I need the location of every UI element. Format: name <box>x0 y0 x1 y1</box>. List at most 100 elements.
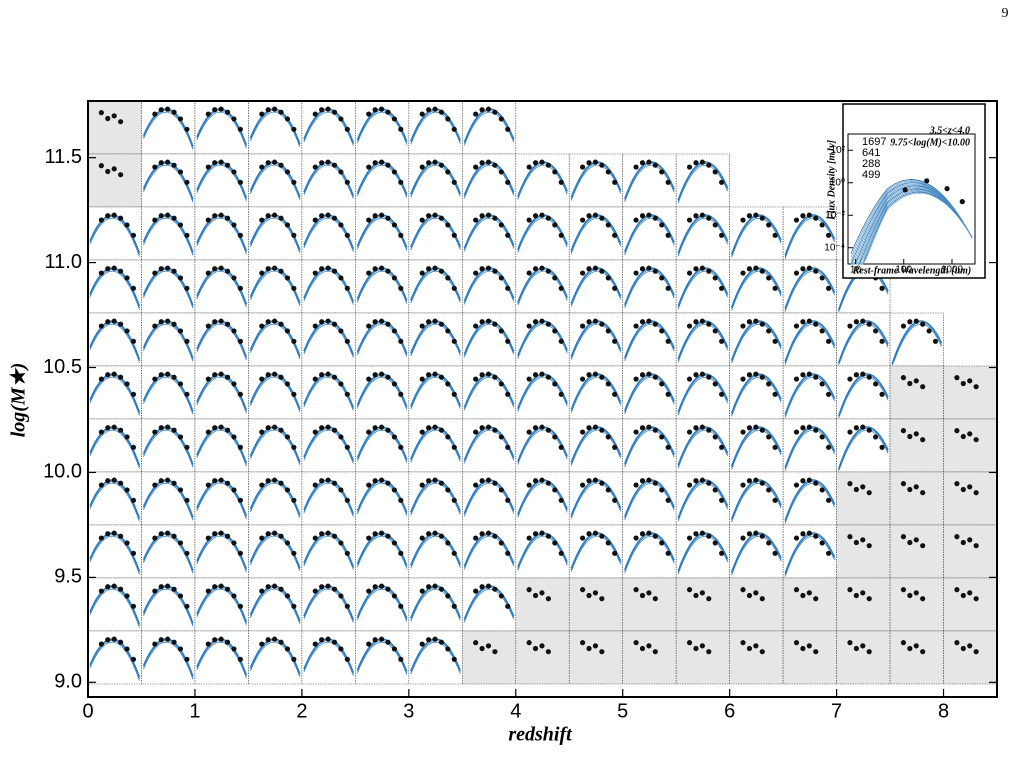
photometry-point <box>152 270 158 276</box>
photometry-point <box>130 550 137 556</box>
photometry-point <box>111 265 117 271</box>
photometry-point <box>165 530 171 536</box>
photometry-point <box>338 381 344 387</box>
photometry-point <box>800 372 806 378</box>
photometry-point <box>319 425 325 431</box>
photometry-point <box>719 338 725 344</box>
y-tick-label: 10.0 <box>43 461 82 483</box>
inset-y-label: Flux Density [mJy] <box>826 139 837 221</box>
photometry-point <box>612 497 618 503</box>
photometry-point <box>237 285 243 291</box>
photometry-point <box>284 434 291 440</box>
photometry-point <box>693 645 699 652</box>
photometry-point <box>338 328 344 334</box>
photometry-point <box>959 199 965 205</box>
photometry-point <box>184 338 190 344</box>
photometry-point <box>278 321 284 327</box>
photometry-point <box>806 590 812 596</box>
sed-model <box>357 641 408 675</box>
photometry-point <box>177 381 184 387</box>
photometry-point <box>391 116 397 122</box>
photometry-point <box>338 646 344 652</box>
photometry-point <box>237 391 243 397</box>
photometry-point <box>967 590 973 596</box>
sed-model <box>410 535 461 569</box>
photometry-point <box>344 603 350 609</box>
photometry-point <box>98 217 104 223</box>
photometry-point <box>539 424 545 430</box>
x-tick-label: 0 <box>82 700 93 722</box>
photometry-point <box>473 217 479 223</box>
photometry-point <box>580 164 586 170</box>
sed-model <box>463 588 515 623</box>
photometry-point <box>699 424 705 430</box>
photometry-point <box>265 266 271 272</box>
sed-panel <box>782 577 837 632</box>
sed-model <box>410 111 461 145</box>
photometry-point <box>505 179 511 185</box>
photometry-point <box>753 265 759 271</box>
photometry-point <box>338 540 344 546</box>
photometry-point <box>766 381 772 387</box>
sed-model <box>357 535 408 569</box>
photometry-point <box>693 592 699 599</box>
photometry-point <box>124 328 130 334</box>
photometry-point <box>545 374 551 380</box>
photometry-point <box>438 268 445 274</box>
photometry-point <box>639 319 646 325</box>
photometry-point <box>505 232 511 238</box>
photometry-point <box>272 636 278 642</box>
inset-y-tick-label: 10² <box>831 145 846 156</box>
photometry-point <box>772 391 778 397</box>
sed-model <box>784 217 835 259</box>
photometry-point <box>325 583 331 589</box>
photometry-point <box>552 434 558 440</box>
photometry-point <box>291 391 297 397</box>
photometry-point <box>426 107 432 113</box>
photometry-point <box>646 212 652 218</box>
photometry-point <box>766 487 772 493</box>
photometry-point <box>580 482 586 488</box>
photometry-point <box>451 232 457 238</box>
photometry-point <box>586 266 592 272</box>
x-tick-label: 7 <box>831 700 842 722</box>
y-tick-label: 9.5 <box>54 566 82 588</box>
photometry-point <box>706 596 712 602</box>
photometry-point <box>372 319 378 325</box>
photometry-point <box>793 323 800 329</box>
photometry-point <box>706 321 712 327</box>
photometry-point <box>580 376 586 382</box>
photometry-point <box>746 645 753 652</box>
photometry-point <box>740 482 746 488</box>
sed-model <box>624 535 675 574</box>
photometry-point <box>907 486 913 493</box>
sed-model <box>517 482 568 518</box>
sed-model <box>303 270 354 305</box>
photometry-point <box>184 656 190 662</box>
photometry-point <box>825 338 832 344</box>
photometry-point <box>772 497 778 503</box>
photometry-point <box>338 222 344 228</box>
photometry-point <box>633 376 639 382</box>
sed-panel <box>568 577 624 632</box>
photometry-point <box>419 270 425 276</box>
sed-model <box>89 429 140 469</box>
photometry-point <box>900 375 907 381</box>
photometry-point <box>712 275 718 281</box>
photometry-point <box>385 480 391 486</box>
photometry-point <box>526 323 532 329</box>
photometry-point <box>526 429 532 435</box>
photometry-point <box>344 338 350 344</box>
photometry-point <box>98 641 104 647</box>
photometry-point <box>539 643 545 649</box>
sed-panel <box>87 100 142 155</box>
sed-model <box>731 429 782 470</box>
photometry-point <box>592 212 599 218</box>
sed-model <box>624 376 675 415</box>
sed-model <box>731 482 782 523</box>
photometry-point <box>426 319 432 325</box>
photometry-point <box>451 285 457 291</box>
sed-panel <box>943 577 998 632</box>
photometry-point <box>237 126 243 132</box>
photometry-point <box>98 482 104 488</box>
